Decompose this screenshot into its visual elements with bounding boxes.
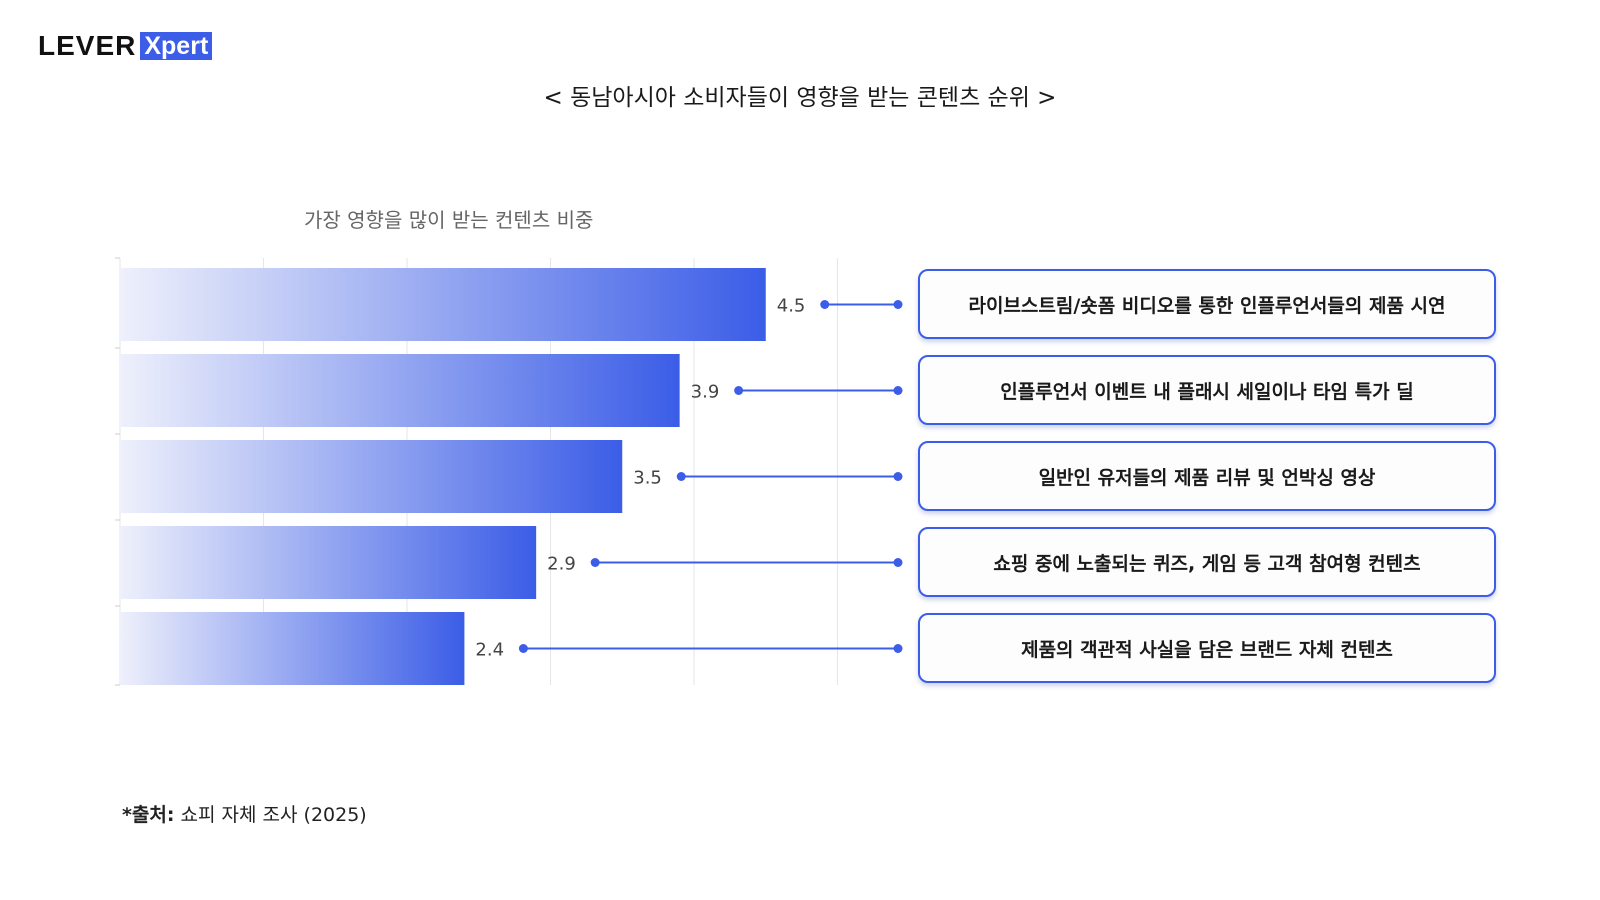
page-title: < 동남아시아 소비자들이 영향을 받는 콘텐츠 순위 > [543, 85, 1057, 111]
value-label: 4.5 [777, 296, 806, 317]
source-text: 쇼피 자체 조사 (2025) [174, 804, 367, 826]
bar [120, 354, 680, 427]
connector-dot-start [518, 644, 528, 653]
source-label: *출처: [122, 804, 175, 826]
category-label: 인플루언서 이벤트 내 플래시 세일이나 타임 특가 딜 [918, 355, 1496, 425]
logo-badge: Xpert [140, 32, 213, 60]
bar [120, 612, 465, 685]
category-label: 라이브스트림/숏폼 비디오를 통한 인플루언서들의 제품 시연 [918, 269, 1496, 339]
connector-dot-end [893, 644, 903, 653]
bar [120, 526, 537, 599]
connector-dot-end [893, 472, 903, 481]
connector-dot-end [893, 558, 903, 567]
category-label: 일반인 유저들의 제품 리뷰 및 언박싱 영상 [918, 441, 1496, 511]
connector-dot-start [676, 472, 686, 481]
connector-dot-end [893, 300, 903, 309]
brand-logo: LEVER Xpert [38, 30, 213, 61]
category-label: 제품의 객관적 사실을 담은 브랜드 자체 컨텐츠 [918, 613, 1496, 683]
connector-dot-start [820, 300, 830, 309]
connector-dot-start [734, 386, 744, 395]
logo-wordmark: LEVER [38, 30, 137, 61]
value-label: 3.9 [691, 382, 720, 403]
source-note: *출처: 쇼피 자체 조사 (2025) [122, 800, 367, 827]
value-label: 2.4 [475, 640, 504, 661]
category-label: 쇼핑 중에 노출되는 퀴즈, 게임 등 고객 참여형 컨텐츠 [918, 527, 1496, 597]
chart-title: 가장 영향을 많이 받는 컨텐츠 비중 [304, 208, 594, 232]
bar [120, 440, 623, 513]
bar [120, 268, 766, 341]
connector-dot-start [590, 558, 600, 567]
value-label: 3.5 [633, 468, 662, 489]
value-label: 2.9 [547, 554, 576, 575]
connector-dot-end [893, 386, 903, 395]
